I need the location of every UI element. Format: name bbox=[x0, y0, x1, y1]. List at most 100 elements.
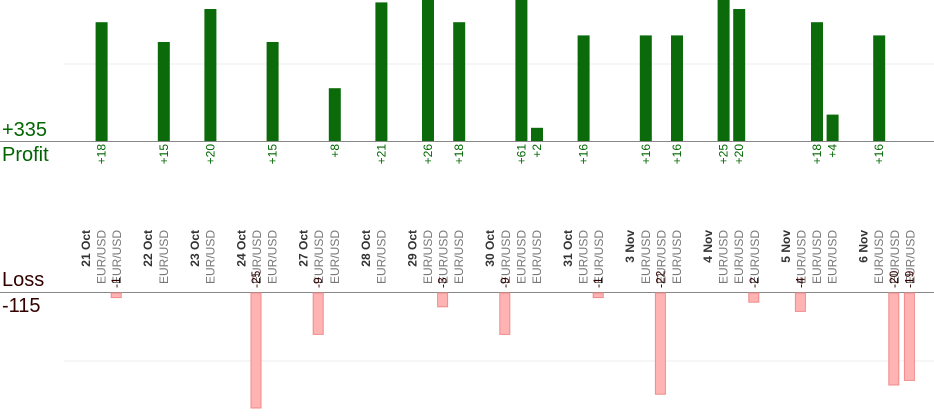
date-label: 6 Nov bbox=[857, 230, 871, 263]
date-label: 22 Oct bbox=[141, 230, 155, 267]
loss-bar bbox=[499, 292, 511, 335]
loss-bar bbox=[748, 292, 760, 303]
profit-bar bbox=[515, 0, 528, 141]
date-label: 24 Oct bbox=[234, 230, 248, 267]
profit-value-label: +18 bbox=[452, 144, 466, 165]
loss-value-label: -9 bbox=[498, 277, 512, 288]
profit-value-label: +20 bbox=[203, 144, 217, 165]
symbol-label: EUR/USD bbox=[110, 230, 124, 284]
profit-bar bbox=[577, 35, 590, 141]
profit-bar bbox=[266, 42, 279, 141]
profit-bar bbox=[639, 35, 652, 141]
profit-value-label: +21 bbox=[374, 144, 388, 165]
profit-bar bbox=[95, 22, 108, 142]
symbol-label: EUR/USD bbox=[514, 230, 528, 284]
symbol-label: EUR/USD bbox=[452, 230, 466, 284]
symbol-label: EUR/USD bbox=[266, 230, 280, 284]
profit-value-label: +16 bbox=[577, 144, 591, 165]
loss-value-label: -25 bbox=[249, 270, 263, 288]
date-label: 27 Oct bbox=[297, 230, 311, 267]
profit-value-label: +61 bbox=[514, 144, 528, 165]
profit-bar bbox=[733, 9, 746, 141]
loss-bar bbox=[903, 292, 915, 381]
profit-bar bbox=[873, 35, 886, 141]
symbol-label: EUR/USD bbox=[888, 230, 902, 284]
symbol-label: EUR/USD bbox=[312, 230, 326, 284]
symbol-label: EUR/USD bbox=[530, 230, 544, 284]
loss-bar bbox=[888, 292, 900, 386]
symbol-label: EUR/USD bbox=[437, 230, 451, 284]
loss-bar bbox=[312, 292, 324, 335]
date-label: 21 Oct bbox=[79, 230, 93, 267]
symbol-label: EUR/USD bbox=[748, 230, 762, 284]
profit-bar bbox=[531, 127, 543, 141]
profit-value-label: +16 bbox=[872, 144, 886, 165]
profit-value-label: +4 bbox=[826, 144, 840, 158]
profit-value-label: +20 bbox=[732, 144, 746, 165]
symbol-label: EUR/USD bbox=[826, 230, 840, 284]
profit-value-label: +8 bbox=[328, 144, 342, 158]
loss-value-label: -20 bbox=[887, 270, 901, 288]
symbol-label: EUR/USD bbox=[810, 230, 824, 284]
profit-bar bbox=[453, 22, 466, 142]
symbol-label: EUR/USD bbox=[717, 230, 731, 284]
symbol-label: EUR/USD bbox=[250, 230, 264, 284]
profit-bar bbox=[826, 114, 839, 141]
profit-bar bbox=[328, 88, 341, 141]
symbol-label: EUR/USD bbox=[421, 230, 435, 284]
date-label: 31 Oct bbox=[561, 230, 575, 267]
symbol-label: EUR/USD bbox=[374, 230, 388, 284]
profit-value-label: +18 bbox=[95, 144, 109, 165]
loss-bar bbox=[110, 292, 122, 299]
profit-value-label: +25 bbox=[717, 144, 731, 165]
loss-label: Loss bbox=[2, 269, 45, 291]
date-label: 3 Nov bbox=[623, 230, 637, 263]
loss-value-label: -1 bbox=[591, 277, 605, 288]
symbol-label: EUR/USD bbox=[592, 230, 606, 284]
symbol-label: EUR/USD bbox=[157, 230, 171, 284]
loss-value-label: -2 bbox=[747, 277, 761, 288]
date-label: 23 Oct bbox=[188, 230, 202, 267]
symbol-label: EUR/USD bbox=[203, 230, 217, 284]
date-label: 28 Oct bbox=[359, 230, 373, 267]
symbol-label: EUR/USD bbox=[872, 230, 886, 284]
profit-bar bbox=[422, 0, 434, 141]
profit-bar bbox=[375, 2, 388, 142]
loss-value-label: -4 bbox=[793, 277, 807, 288]
profit-value-label: +26 bbox=[421, 144, 435, 165]
profit-bar bbox=[157, 42, 170, 141]
loss-value-label: -19 bbox=[902, 270, 916, 288]
profit-label: Profit bbox=[2, 144, 49, 166]
symbol-label: EUR/USD bbox=[95, 230, 109, 284]
symbol-label: EUR/USD bbox=[670, 230, 684, 284]
symbol-label: EUR/USD bbox=[577, 230, 591, 284]
loss-value-label: -22 bbox=[653, 270, 667, 288]
symbol-label: EUR/USD bbox=[499, 230, 513, 284]
symbol-label: EUR/USD bbox=[639, 230, 653, 284]
symbol-label: EUR/USD bbox=[732, 230, 746, 284]
profit-value-label: +16 bbox=[639, 144, 653, 165]
symbol-label: EUR/USD bbox=[328, 230, 342, 284]
date-label: 29 Oct bbox=[405, 230, 419, 267]
profit-value-label: +15 bbox=[266, 144, 280, 165]
symbol-label: EUR/USD bbox=[654, 230, 668, 284]
loss-value-label: -3 bbox=[436, 277, 450, 288]
symbol-label: EUR/USD bbox=[903, 230, 917, 284]
profit-value-label: +18 bbox=[810, 144, 824, 165]
profit-bar bbox=[204, 9, 217, 141]
loss-total: -115 bbox=[2, 295, 41, 317]
loss-bar bbox=[592, 292, 604, 299]
profit-value-label: +16 bbox=[670, 144, 684, 165]
loss-value-label: -9 bbox=[311, 277, 325, 288]
date-label: 5 Nov bbox=[779, 230, 793, 263]
loss-bar bbox=[250, 292, 262, 409]
profit-bar bbox=[671, 35, 683, 141]
date-label: 4 Nov bbox=[701, 230, 715, 263]
profit-value-label: +2 bbox=[530, 144, 544, 158]
profit-bar bbox=[717, 0, 730, 141]
loss-bar bbox=[654, 292, 666, 395]
profit-total: +335 bbox=[2, 119, 48, 141]
profit-bar bbox=[811, 22, 823, 142]
